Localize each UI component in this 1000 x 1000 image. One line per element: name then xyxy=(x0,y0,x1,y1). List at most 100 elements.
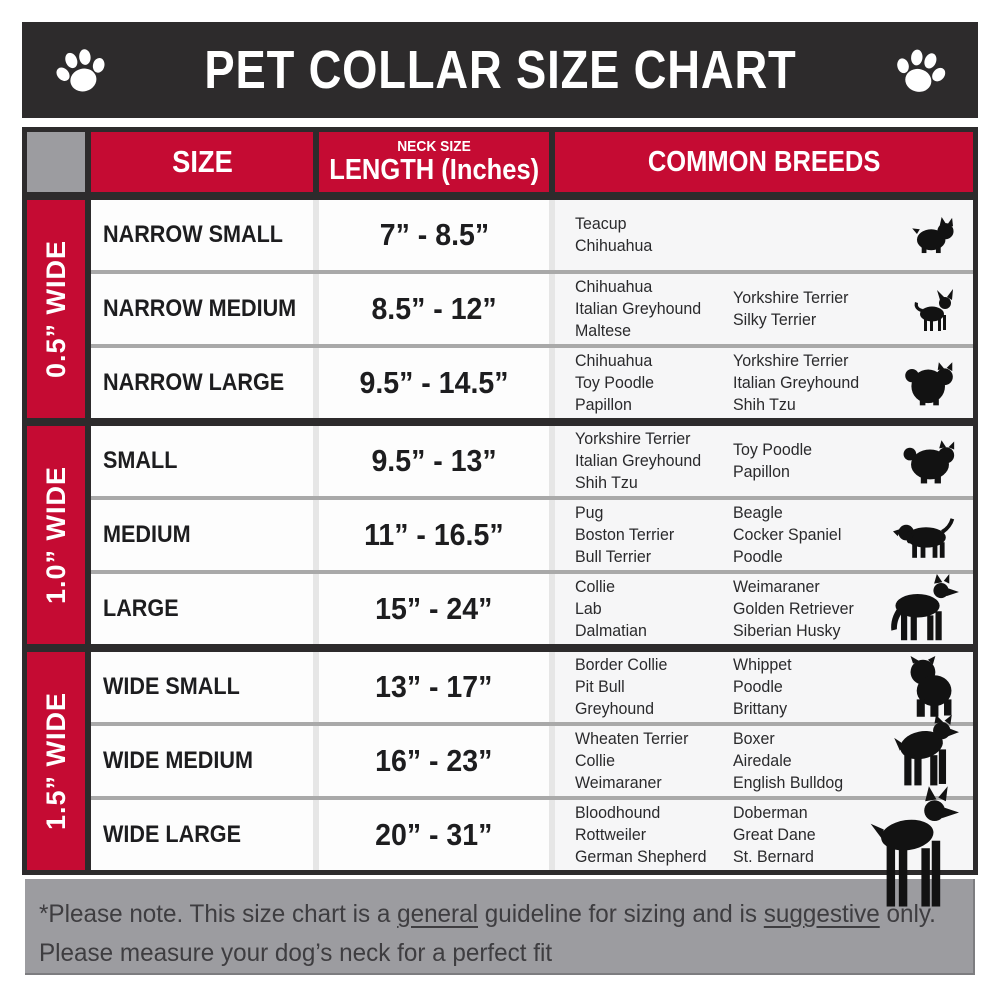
size-chart-table: SIZE NECK SIZE LENGTH (Inches) COMMON BR… xyxy=(22,127,978,907)
row-divider xyxy=(91,722,973,726)
pomeranian-silhouette xyxy=(903,361,959,406)
width-group: 1.0” WIDE SMALL 9.5” - 13” Yorkshire Terrie… xyxy=(27,426,973,644)
common-breeds-cell: Chihuahua Toy Poodle Papillon Yorkshire Ter… xyxy=(555,348,973,418)
breed-name: Chihuahua xyxy=(575,236,653,255)
paw-icon xyxy=(52,42,108,98)
breed-name: Yorkshire Terrier xyxy=(733,350,849,370)
table-row: WIDE MEDIUM 16” - 23” Wheaten Terrier Colli… xyxy=(91,714,973,796)
column-separator xyxy=(313,500,319,570)
neck-length-cell: 9.5” - 14.5” xyxy=(319,348,549,418)
breed-name: Greyhound xyxy=(575,699,655,719)
footnote-line-2: Please measure your dog’s neck for a per… xyxy=(39,938,553,967)
group-rows: WIDE SMALL 13” - 17” Border Collie Pit Bull… xyxy=(91,652,973,907)
boxer-silhouette xyxy=(887,710,959,796)
breed-name: Brittany xyxy=(733,699,788,719)
breed-name: Weimaraner xyxy=(575,773,662,793)
column-separator xyxy=(549,200,555,270)
breed-name: Lab xyxy=(575,598,602,618)
neck-length-cell: 15” - 24” xyxy=(319,574,549,644)
width-group: 0.5” WIDE NARROW SMALL 7” - 8.5” Teacup Chih… xyxy=(27,200,973,418)
width-label-bar: 1.0” WIDE xyxy=(27,426,85,644)
footnote-line-1: *Please note. This size chart is a gener… xyxy=(39,895,936,934)
table-row: NARROW SMALL 7” - 8.5” Teacup Chihuahua xyxy=(91,200,973,270)
neck-length-cell: 20” - 31” xyxy=(319,800,549,870)
footnote-underlined-word: suggestive xyxy=(763,900,880,928)
group-rows: SMALL 9.5” - 13” Yorkshire Terrier Italian … xyxy=(91,426,973,644)
width-label: 1.5” WIDE xyxy=(40,691,71,831)
common-breeds-cell: Pug Boston Terrier Bull Terrier Beagle Cocke… xyxy=(555,500,973,570)
table-header-row: SIZE NECK SIZE LENGTH (Inches) COMMON BR… xyxy=(27,132,973,192)
column-separator xyxy=(549,800,555,870)
size-name-cell: WIDE LARGE xyxy=(91,800,313,870)
breed-name: Beagle xyxy=(733,502,783,522)
breed-name: Teacup xyxy=(575,213,627,233)
breeds-column-left: Yorkshire Terrier Italian Greyhound Shih T… xyxy=(575,428,733,494)
column-separator xyxy=(549,652,555,722)
table-row: SMALL 9.5” - 13” Yorkshire Terrier Italian … xyxy=(91,426,973,496)
breed-name: Yorkshire Terrier xyxy=(575,428,691,448)
common-breeds-cell: Bloodhound Rottweiler German Shepherd Dober… xyxy=(555,786,973,907)
common-breeds-cell: Teacup Chihuahua xyxy=(555,200,973,270)
breed-name: Papillon xyxy=(733,462,790,481)
width-label-bar: 0.5” WIDE xyxy=(27,200,85,418)
breed-name: Pit Bull xyxy=(575,676,625,696)
breeds-column-right: Toy Poodle Papillon xyxy=(733,439,973,483)
table-row: NARROW LARGE 9.5” - 14.5” Chihuahua Toy Poo… xyxy=(91,348,973,418)
breed-name: German Shepherd xyxy=(575,847,707,867)
neck-length-cell: 7” - 8.5” xyxy=(319,200,549,270)
breed-name: Papillon xyxy=(575,395,632,415)
size-name-cell: WIDE SMALL xyxy=(91,652,313,722)
breed-name: Siberian Husky xyxy=(733,621,841,641)
neck-length-cell: 11” - 16.5” xyxy=(319,500,549,570)
breed-name: Golden Retriever xyxy=(733,598,854,618)
column-header-size: SIZE xyxy=(91,132,313,192)
breed-name: Doberman xyxy=(733,802,808,822)
pekingese-silhouette xyxy=(901,438,959,484)
chihuahua-silhouette xyxy=(909,287,959,332)
width-label-bar: 1.5” WIDE xyxy=(27,652,85,870)
bulldog-silhouette xyxy=(903,656,959,718)
column-separator xyxy=(313,726,319,796)
breed-name: Wheaten Terrier xyxy=(575,728,689,748)
size-name-cell: SMALL xyxy=(91,426,313,496)
breed-name: Chihuahua xyxy=(575,276,653,296)
breed-name: Poodle xyxy=(733,676,783,696)
column-separator xyxy=(549,426,555,496)
breed-name: Bull Terrier xyxy=(575,547,652,567)
breeds-column-right: Yorkshire Terrier Silky Terrier xyxy=(733,287,973,331)
table-row: WIDE SMALL 13” - 17” Border Collie Pit Bull… xyxy=(91,652,973,722)
breeds-column-right: Doberman Great Dane St. Bernard xyxy=(733,802,973,868)
neck-length-cell: 9.5” - 13” xyxy=(319,426,549,496)
size-name-cell: NARROW SMALL xyxy=(91,200,313,270)
breeds-column-left: Border Collie Pit Bull Greyhound xyxy=(575,654,733,720)
width-label: 0.5” WIDE xyxy=(40,239,71,379)
breed-name: Boxer xyxy=(733,728,775,748)
size-name-cell: WIDE MEDIUM xyxy=(91,726,313,796)
column-separator xyxy=(313,652,319,722)
doberman-silhouette xyxy=(865,786,959,918)
breed-name: Italian Greyhound xyxy=(575,450,702,470)
common-breeds-cell: Yorkshire Terrier Italian Greyhound Shih T… xyxy=(555,426,973,496)
common-breeds-cell: Chihuahua Italian Greyhound Maltese Yorkshi… xyxy=(555,274,973,344)
breed-name: Maltese xyxy=(575,321,631,341)
breeds-column-right: Weimaraner Golden Retriever Siberian Husky xyxy=(733,576,973,642)
title-bar: PET COLLAR SIZE CHART xyxy=(22,22,978,118)
table-body: 0.5” WIDE NARROW SMALL 7” - 8.5” Teacup Chih… xyxy=(27,200,973,907)
neck-length-cell: 16” - 23” xyxy=(319,726,549,796)
row-divider xyxy=(91,570,973,574)
table-row: LARGE 15” - 24” Collie Lab Dalmatian Weimaran… xyxy=(91,574,973,644)
column-separator xyxy=(549,574,555,644)
row-divider xyxy=(91,496,973,500)
breed-name: Shih Tzu xyxy=(733,395,796,415)
size-name-cell: MEDIUM xyxy=(91,500,313,570)
column-separator xyxy=(549,348,555,418)
width-group: 1.5” WIDE WIDE SMALL 13” - 17” Border Colli… xyxy=(27,652,973,907)
common-breeds-cell: Wheaten Terrier Collie Weimaraner Boxer Aire… xyxy=(555,714,973,796)
column-separator xyxy=(549,726,555,796)
row-divider xyxy=(91,344,973,348)
breed-name: Pug xyxy=(575,502,604,522)
breeds-column-right: Yorkshire Terrier Italian Greyhound Shih T… xyxy=(733,350,973,416)
breed-name: Weimaraner xyxy=(733,576,820,596)
breed-name: Bloodhound xyxy=(575,802,661,822)
